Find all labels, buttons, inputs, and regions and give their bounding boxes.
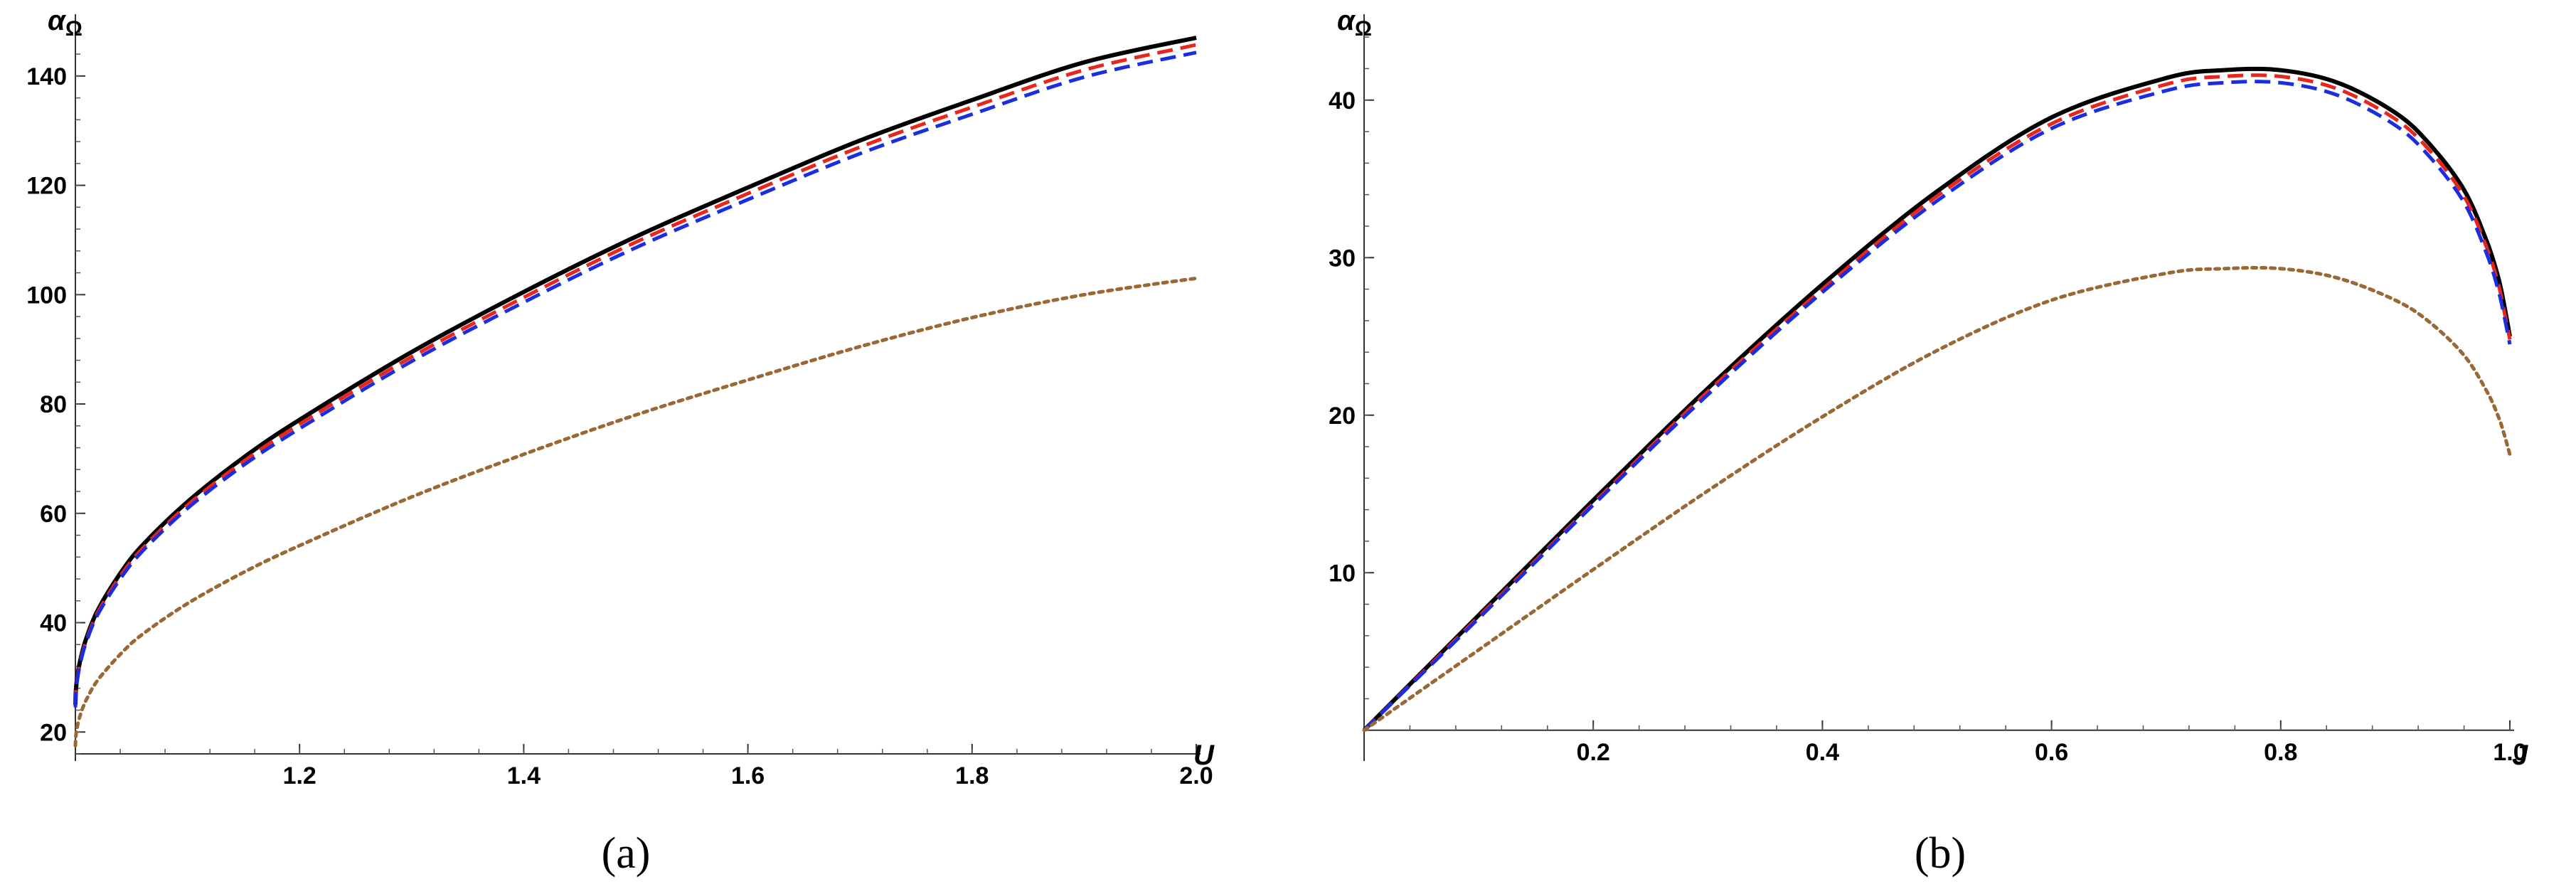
panel-b-y-tick-label: 30 (1329, 245, 1356, 272)
panel-a-axes (75, 14, 1201, 761)
panel-a-x-tick-label: 2.0 (1179, 762, 1213, 789)
panel-b-series (1362, 66, 2512, 733)
panel-b-y-axis-subscript: Ω (1355, 17, 1372, 41)
panel-b-y-tick-label: 10 (1329, 560, 1356, 587)
panel-a-series-2-line (73, 50, 1197, 708)
panel-b-ticks: 0.2 0.4 0.6 0.8 1.0 10 20 30 40 (1329, 36, 2527, 766)
panel-a-x-tick-label: 1.8 (955, 762, 989, 789)
panel-b-y-tick-label: 20 (1329, 403, 1356, 430)
panel-a-y-axis-label: αΩ (48, 5, 83, 41)
panel-b-series-0-line (1362, 66, 2512, 732)
panel-a-y-tick-label: 60 (40, 501, 67, 528)
panel-a-y-axis-symbol: α (48, 5, 67, 36)
panel-a-series (73, 36, 1198, 747)
panel-a-y-tick-label: 140 (26, 63, 67, 90)
panel-a-ticks: 1.2 1.4 1.6 1.8 2.0 20 40 60 80 100 120 140 (26, 31, 1213, 789)
panel-a-y-tick-label: 80 (40, 391, 67, 418)
panel-a-series-3-line (73, 276, 1198, 747)
panel-a-y-tick-label: 40 (40, 610, 67, 637)
panel-b-y-axis-label: αΩ (1337, 5, 1372, 41)
panel-a-y-tick-label: 20 (40, 719, 67, 746)
panel-a-series-0-line (73, 36, 1197, 705)
panel-b-x-axis-label: J (2512, 740, 2528, 771)
panel-b-x-tick-label: 0.6 (2035, 739, 2068, 766)
panel-b-axes (1363, 14, 2514, 761)
panel-b-label: (b) (1915, 829, 1966, 878)
panel-a-y-tick-label: 120 (26, 173, 67, 200)
panel-a-x-tick-label: 1.4 (507, 762, 541, 789)
panel-b-series-1-line (1363, 73, 2512, 732)
panel-b-series-2-line (1363, 80, 2512, 732)
panel-b-x-tick-label: 0.2 (1577, 739, 1610, 766)
panel-b: 0.2 0.4 0.6 0.8 1.0 10 20 30 40 J αΩ (b) (1329, 5, 2528, 878)
panel-b-x-tick-label: 0.8 (2264, 739, 2297, 766)
panel-a-series-1-line (73, 43, 1197, 706)
panel-b-x-tick-label: 0.4 (1806, 739, 1839, 766)
panel-a-y-tick-label: 100 (26, 282, 67, 309)
panel-a-y-axis-subscript: Ω (65, 17, 83, 41)
panel-a: 1.2 1.4 1.6 1.8 2.0 20 40 60 80 100 120 140 U αΩ (a… (26, 5, 1215, 878)
panel-a-x-axis-label: U (1193, 740, 1215, 771)
panel-b-y-axis-symbol: α (1337, 5, 1356, 36)
panel-b-y-tick-label: 40 (1329, 87, 1356, 115)
panel-a-x-tick-label: 1.2 (283, 762, 316, 789)
panel-b-series-3-line (1362, 265, 2512, 733)
panel-a-x-tick-label: 1.6 (731, 762, 765, 789)
panel-b-x-tick-label: 1.0 (2493, 739, 2526, 766)
panel-a-label: (a) (602, 829, 651, 878)
